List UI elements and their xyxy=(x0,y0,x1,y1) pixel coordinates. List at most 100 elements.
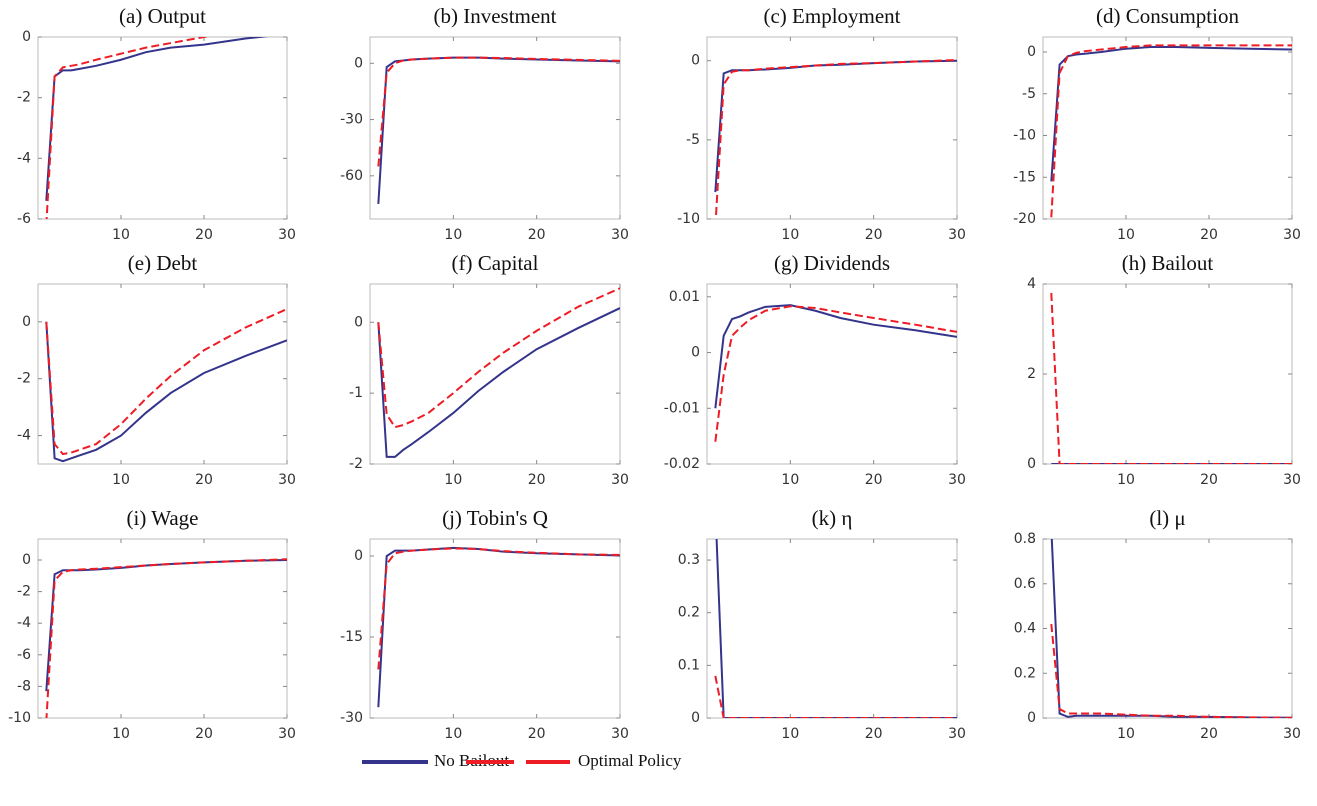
x-tick-label: 10 xyxy=(112,726,130,742)
y-tick-label: 0 xyxy=(22,314,31,330)
plot-area xyxy=(37,36,288,220)
y-tick-label: 0.01 xyxy=(669,289,700,305)
y-tick-label: 0 xyxy=(354,548,363,564)
x-tick-label: 20 xyxy=(1200,726,1218,742)
y-tick-label: -10 xyxy=(1013,128,1036,144)
x-tick-label: 20 xyxy=(1200,227,1218,243)
y-tick-label: 0 xyxy=(22,29,31,45)
x-tick-label: 20 xyxy=(865,227,883,243)
y-tick-label: -0.02 xyxy=(664,456,700,472)
plot-area xyxy=(37,538,288,719)
x-tick-label: 10 xyxy=(1117,726,1135,742)
series-line xyxy=(377,56,620,167)
y-tick-label: 0.8 xyxy=(1014,531,1036,547)
plot-area xyxy=(1042,36,1293,220)
x-tick-label: 20 xyxy=(528,227,546,243)
y-tick-label: -1 xyxy=(349,385,363,401)
x-tick-label: 30 xyxy=(278,726,296,742)
y-tick-label: -10 xyxy=(677,211,700,227)
series-line xyxy=(714,305,957,442)
x-tick-label: 30 xyxy=(948,227,966,243)
series-line xyxy=(377,287,620,429)
chart-title: (i) Wage xyxy=(127,506,199,530)
plot-area xyxy=(369,36,621,220)
y-tick-label: -2 xyxy=(349,456,363,472)
y-tick-label: -5 xyxy=(1022,86,1036,102)
x-tick-label: 20 xyxy=(865,472,883,488)
series-line xyxy=(45,37,211,219)
plot-area xyxy=(706,36,958,220)
y-tick-label: -10 xyxy=(8,710,31,726)
series-line xyxy=(377,547,620,670)
y-tick-label: -60 xyxy=(340,168,363,184)
x-tick-label: 30 xyxy=(611,472,629,488)
x-tick-label: 30 xyxy=(1283,227,1301,243)
x-tick-label: 30 xyxy=(1283,726,1301,742)
y-tick-label: -30 xyxy=(340,112,363,128)
x-tick-label: 20 xyxy=(195,227,213,243)
y-tick-label: -4 xyxy=(17,150,31,166)
y-tick-label: -6 xyxy=(17,647,31,663)
chart-title: (f) Capital xyxy=(452,251,539,275)
series-line xyxy=(45,308,287,456)
series-line xyxy=(1050,623,1292,718)
series-line xyxy=(1050,44,1292,218)
plot-area xyxy=(1042,538,1293,719)
y-tick-label: -15 xyxy=(340,629,363,645)
y-tick-label: 0 xyxy=(354,314,363,330)
y-tick-label: 0.2 xyxy=(1014,665,1036,681)
chart-title: (k) η xyxy=(812,506,853,530)
y-tick-label: 0 xyxy=(691,53,700,69)
chart-title: (j) Tobin's Q xyxy=(442,506,548,530)
chart-title: (c) Employment xyxy=(763,4,900,28)
x-tick-label: 10 xyxy=(1117,227,1135,243)
series-line xyxy=(45,37,269,201)
y-tick-label: -20 xyxy=(1013,211,1036,227)
plot-area xyxy=(37,283,288,465)
x-tick-label: 30 xyxy=(611,227,629,243)
y-tick-label: 2 xyxy=(1027,366,1036,382)
y-tick-label: 0 xyxy=(354,55,363,71)
x-tick-label: 20 xyxy=(865,726,883,742)
x-tick-label: 10 xyxy=(781,472,799,488)
x-tick-label: 10 xyxy=(444,726,462,742)
plot-area xyxy=(706,538,958,719)
x-tick-label: 20 xyxy=(195,726,213,742)
chart-title: (l) μ xyxy=(1149,506,1185,530)
plot-area xyxy=(369,283,621,465)
y-tick-label: 0 xyxy=(1027,456,1036,472)
series-line xyxy=(714,58,957,219)
y-tick-label: -4 xyxy=(17,615,31,631)
y-tick-label: -2 xyxy=(17,584,31,600)
x-tick-label: 30 xyxy=(1283,472,1301,488)
plot-area xyxy=(706,283,958,465)
x-tick-label: 30 xyxy=(278,472,296,488)
x-tick-label: 10 xyxy=(781,726,799,742)
y-tick-label: 0.3 xyxy=(678,552,700,568)
y-tick-label: 0 xyxy=(1027,44,1036,60)
x-tick-label: 30 xyxy=(278,227,296,243)
y-tick-label: -4 xyxy=(17,428,31,444)
series-line xyxy=(45,558,287,718)
y-tick-label: -8 xyxy=(17,678,31,694)
y-tick-label: -5 xyxy=(686,132,700,148)
y-tick-label: -2 xyxy=(17,90,31,106)
x-tick-label: 10 xyxy=(781,227,799,243)
x-tick-label: 20 xyxy=(528,472,546,488)
plot-area xyxy=(369,538,621,719)
y-tick-label: 0 xyxy=(691,345,700,361)
y-tick-label: -2 xyxy=(17,371,31,387)
x-tick-label: 10 xyxy=(444,227,462,243)
chart-title: (a) Output xyxy=(119,4,206,28)
y-tick-label: -30 xyxy=(340,710,363,726)
x-tick-label: 30 xyxy=(948,472,966,488)
y-tick-label: 0.1 xyxy=(678,657,700,673)
y-tick-label: 0 xyxy=(22,552,31,568)
x-tick-label: 20 xyxy=(195,472,213,488)
y-tick-label: -6 xyxy=(17,211,31,227)
x-tick-label: 10 xyxy=(112,472,130,488)
x-tick-label: 10 xyxy=(1117,472,1135,488)
chart-title: (d) Consumption xyxy=(1096,4,1239,28)
x-tick-label: 30 xyxy=(948,726,966,742)
